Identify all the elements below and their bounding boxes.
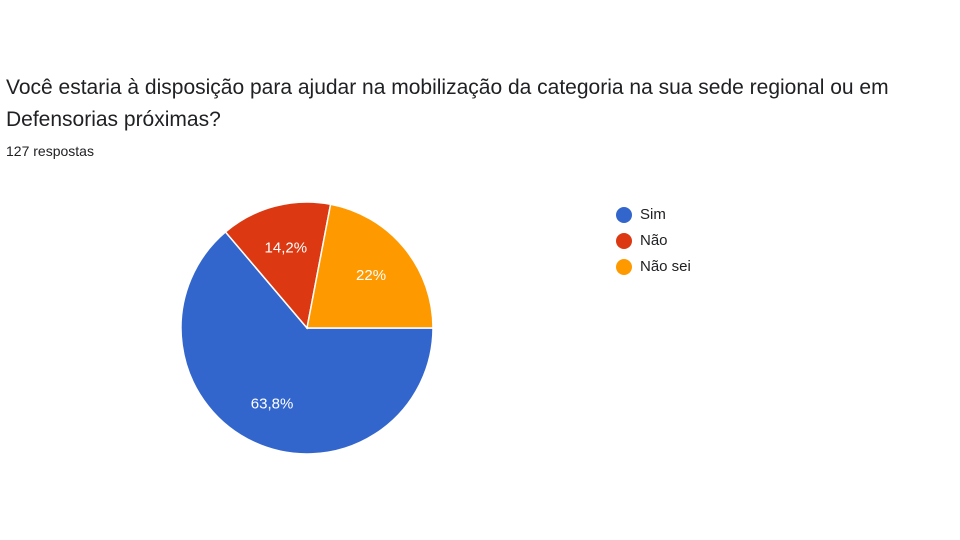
slice-sim[interactable] bbox=[180, 230, 434, 455]
slice-nao[interactable] bbox=[224, 201, 332, 330]
legend-swatch-icon bbox=[616, 233, 632, 249]
legend-swatch-icon bbox=[616, 207, 632, 223]
legend-label: Sim bbox=[640, 206, 666, 223]
legend-label: Não bbox=[640, 232, 668, 249]
slice-data-label: 63,8% bbox=[251, 395, 294, 412]
slice-data-label: 22% bbox=[356, 267, 386, 284]
pie-slices bbox=[180, 201, 434, 455]
slice-data-label: 14,2% bbox=[265, 240, 308, 257]
question-title: Você estaria à disposição para ajudar na… bbox=[6, 76, 889, 131]
pie-data-labels: 63,8% 14,2% 22% bbox=[251, 240, 386, 413]
slice-nao-sei[interactable] bbox=[306, 203, 434, 329]
legend-item-nao[interactable]: Não bbox=[616, 228, 691, 254]
legend-swatch-icon bbox=[616, 259, 632, 275]
legend-item-sim[interactable]: Sim bbox=[616, 202, 691, 228]
legend-item-nao-sei[interactable]: Não sei bbox=[616, 254, 691, 280]
chart-legend: Sim Não Não sei bbox=[616, 202, 691, 280]
legend-label: Não sei bbox=[640, 258, 691, 275]
response-count: 127 respostas bbox=[6, 143, 94, 159]
